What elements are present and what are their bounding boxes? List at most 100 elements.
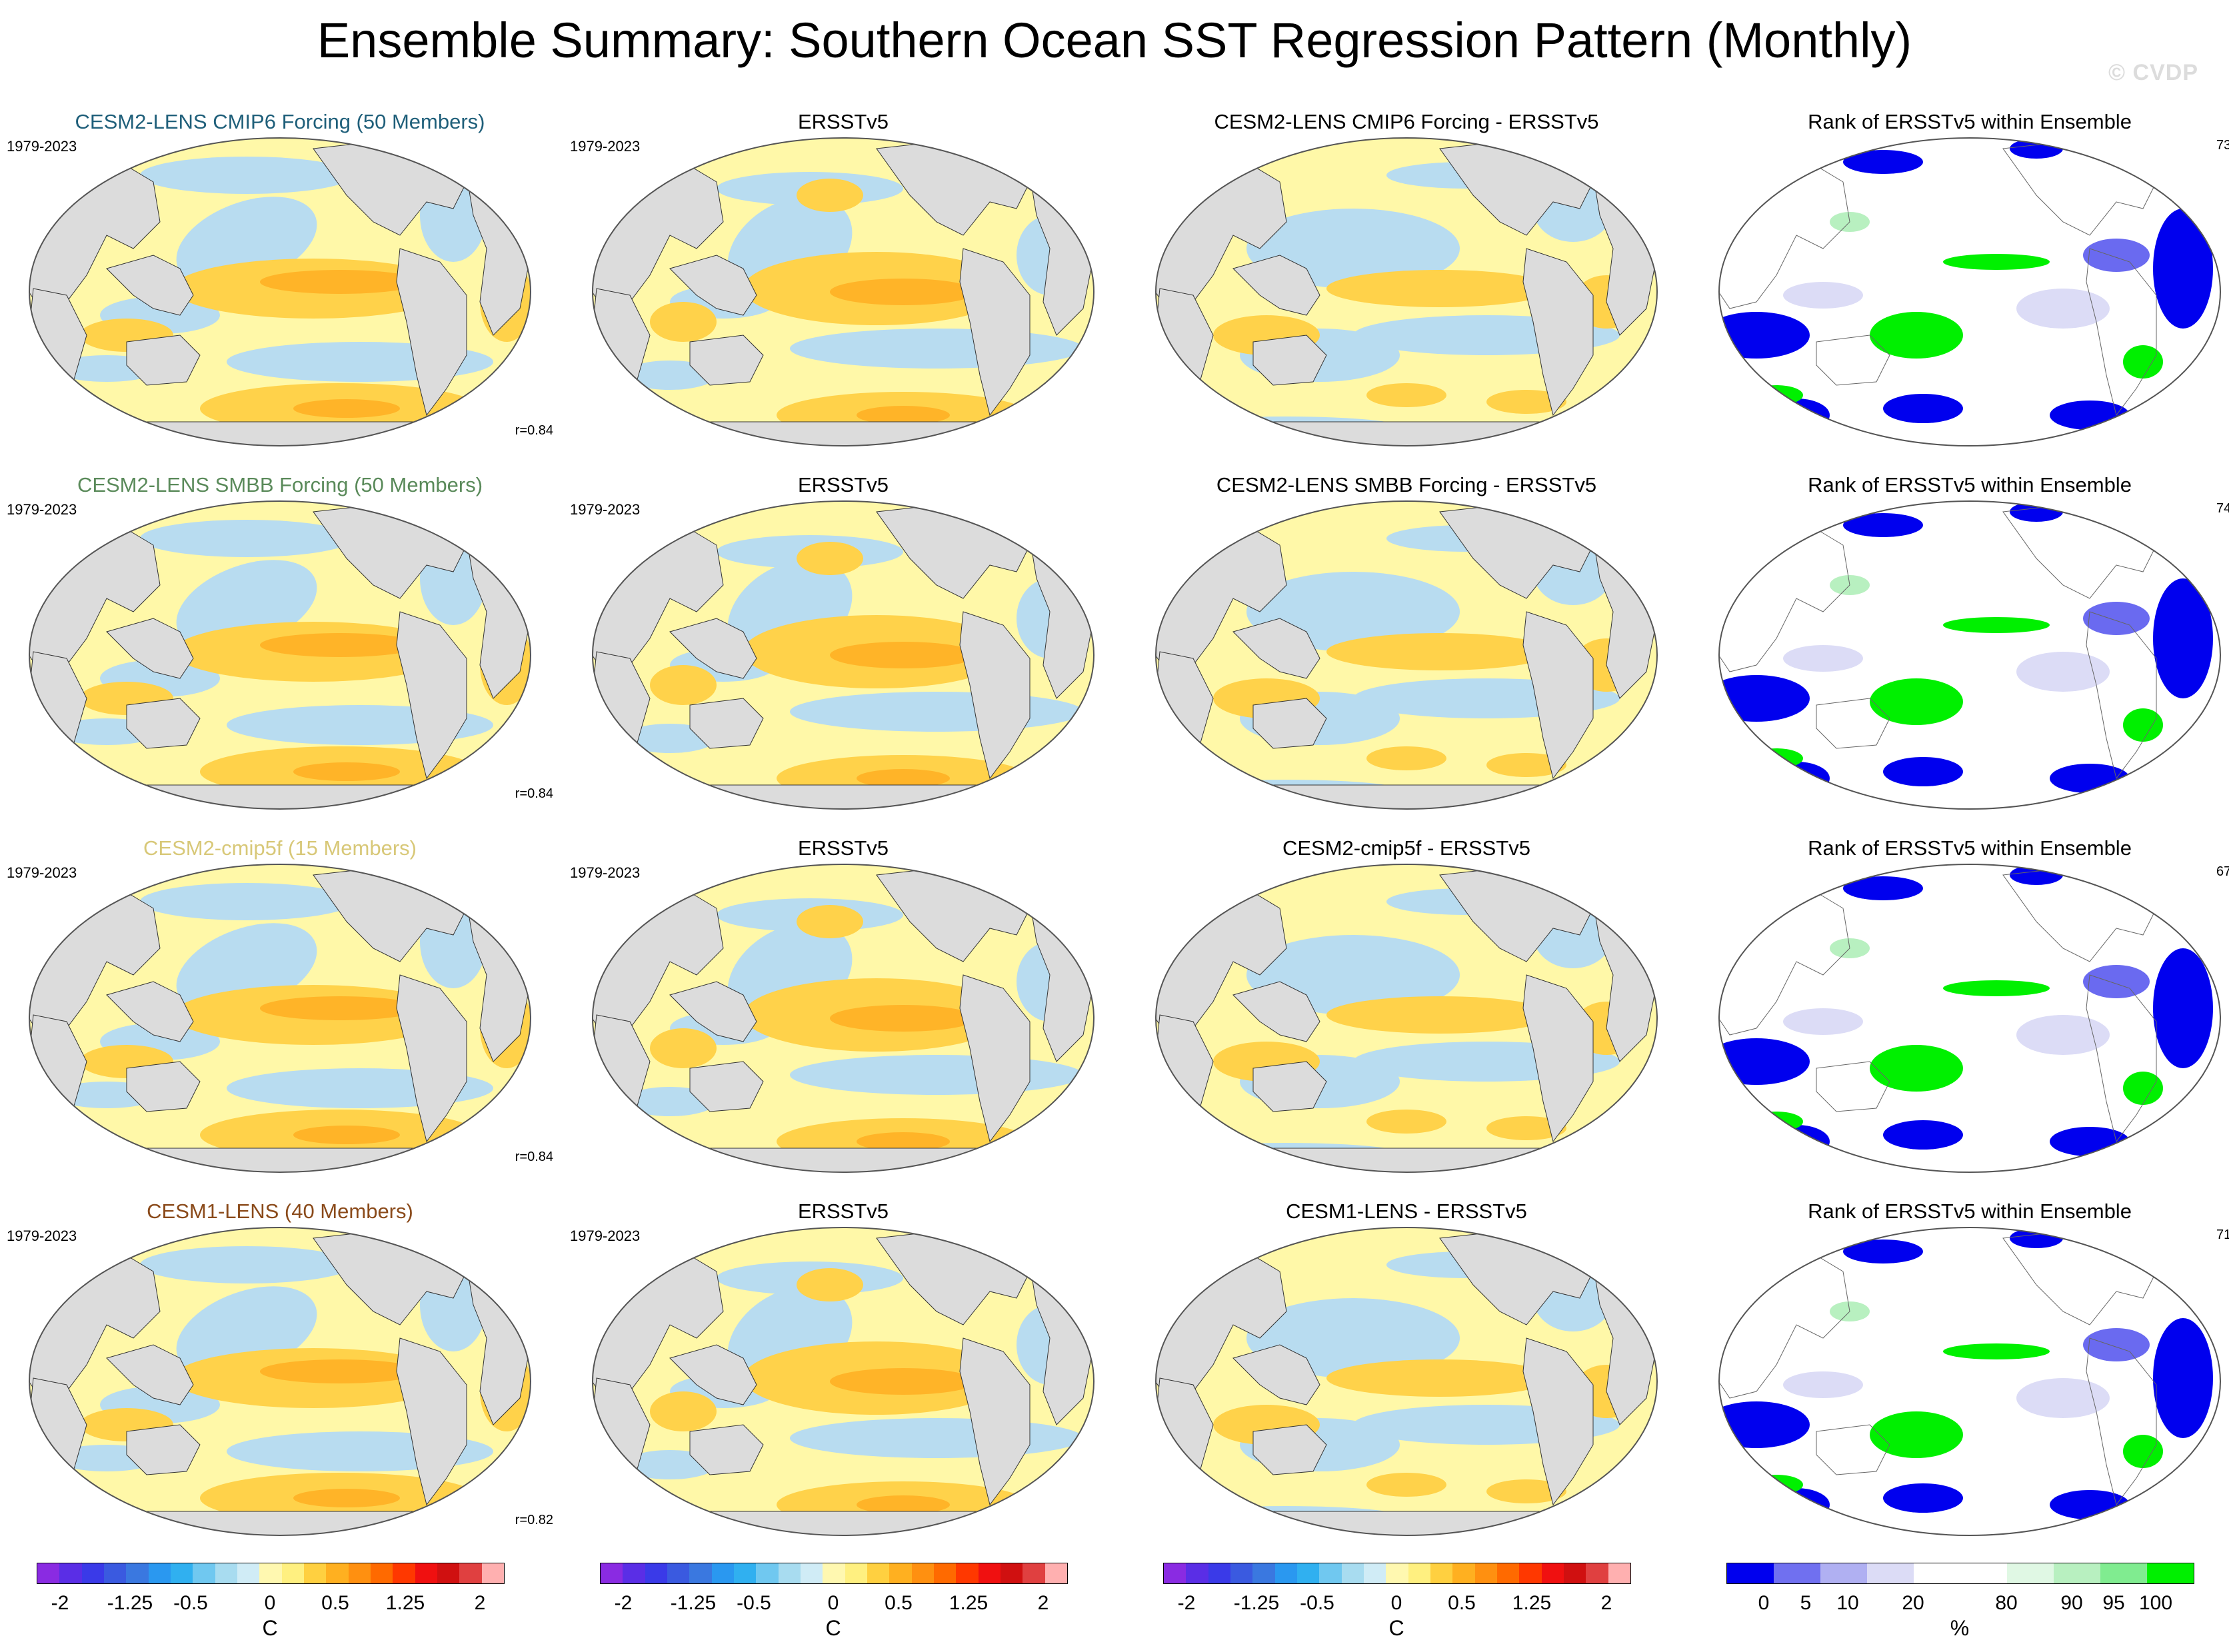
time-period-label: 1979-2023 <box>7 138 77 155</box>
colorbar-swatch <box>1045 1563 1067 1583</box>
rank-region <box>1883 1483 1963 1513</box>
map-outline <box>29 500 531 810</box>
panel-title: CESM2-LENS SMBB Forcing (50 Members) <box>77 473 483 496</box>
rank-region <box>2010 1228 2063 1248</box>
landmass <box>1232 1344 1320 1405</box>
panel-title: CESM1-LENS - ERSSTv5 <box>1286 1200 1527 1223</box>
panel-title: ERSSTv5 <box>797 1200 889 1223</box>
coastline <box>1816 1424 1890 1475</box>
rank-region <box>1870 1045 1963 1092</box>
colorbar-unit: % <box>1950 1616 1970 1640</box>
colorbar-swatch <box>1541 1563 1564 1583</box>
colorbar-swatch <box>1363 1563 1386 1583</box>
positive-anomaly-region <box>1366 746 1446 770</box>
colorbar-tick-label: 1.25 <box>385 1592 425 1614</box>
landmass <box>1156 1511 1657 1535</box>
colorbar-swatch <box>911 1563 934 1583</box>
landmass <box>669 255 757 316</box>
rank-panel: Rank of ERSSTv5 within Ensemble 67% <box>1696 836 2229 1190</box>
colorbar-tick-label: 0.5 <box>1448 1592 1476 1614</box>
panel-title: ERSSTv5 <box>797 110 889 133</box>
colorbar-swatch <box>370 1563 393 1583</box>
landmass <box>593 784 1094 809</box>
colorbar-swatch <box>1496 1563 1520 1583</box>
landmass <box>689 1061 764 1112</box>
landmass <box>1252 335 1327 386</box>
model-panel: CESM2-LENS SMBB Forcing (50 Members) 1979… <box>7 473 553 826</box>
difference-panel: CESM2-cmip5f - ERSSTv5 <box>1133 836 1680 1190</box>
landmass <box>689 1424 764 1475</box>
observation-panel: ERSSTv5 1979-2023 <box>570 1200 1116 1553</box>
rank-region <box>1783 645 1863 672</box>
colorbar-tick-label: 0 <box>264 1592 276 1614</box>
map-outline <box>592 500 1095 810</box>
colorbar-swatch <box>1914 1563 1960 1583</box>
colorbar-swatch <box>1023 1563 1045 1583</box>
pattern-correlation-label: r=0.84 <box>515 786 553 801</box>
rank-region <box>2050 401 2130 430</box>
positive-anomaly-region <box>1326 270 1553 307</box>
landmass <box>126 698 201 749</box>
coastline <box>2086 1337 2157 1506</box>
panel-title: CESM2-cmip5f - ERSSTv5 <box>1282 836 1531 860</box>
strong-anomaly-region <box>830 642 977 668</box>
rank-region <box>1783 1008 1863 1035</box>
strong-anomaly-region <box>293 1126 400 1144</box>
colorbar-tick-label: -1.25 <box>1233 1592 1280 1614</box>
observation-panel: ERSSTv5 1979-2023 <box>570 836 1116 1190</box>
strong-anomaly-region <box>857 1495 950 1514</box>
model-panel: CESM2-LENS CMIP6 Forcing (50 Members) 197… <box>7 110 553 463</box>
map-outline <box>1718 864 2221 1173</box>
landmass <box>689 335 764 386</box>
colorbar-swatch <box>103 1563 127 1583</box>
colorbar-swatch <box>148 1563 171 1583</box>
map-outline <box>1718 137 2221 446</box>
rank-map <box>1718 1227 2221 1536</box>
colorbar-tick-label: 80 <box>1995 1592 2018 1614</box>
rank-region <box>2083 602 2150 635</box>
landmass <box>29 1511 531 1535</box>
colorbar-tick-label: 2 <box>1037 1592 1049 1614</box>
panel-title: CESM2-cmip5f (15 Members) <box>143 836 417 860</box>
rank-region <box>1943 617 2050 633</box>
positive-anomaly-region <box>650 302 717 342</box>
landmass <box>1156 1148 1657 1172</box>
map-outline <box>29 137 531 446</box>
colorbar-swatch <box>1563 1563 1586 1583</box>
landmass <box>1232 618 1320 679</box>
landmass <box>126 1061 201 1112</box>
positive-anomaly-region <box>1326 633 1553 670</box>
colorbar-swatch <box>37 1563 60 1583</box>
coastline <box>2086 974 2157 1143</box>
colorbar-swatch <box>956 1563 979 1583</box>
landmass <box>1522 611 1594 780</box>
landmass <box>126 335 201 386</box>
colorbar-swatch <box>601 1563 623 1583</box>
positive-anomaly-region <box>650 1391 717 1431</box>
landmass <box>126 1424 201 1475</box>
panel-title: CESM2-LENS CMIP6 Forcing (50 Members) <box>75 110 485 133</box>
strong-anomaly-region <box>293 762 400 781</box>
difference-panel: CESM2-LENS CMIP6 Forcing - ERSSTv5 <box>1133 110 1680 463</box>
positive-anomaly-region <box>1486 753 1566 777</box>
colorbar-swatch <box>1820 1563 1867 1583</box>
time-period-label: 1979-2023 <box>570 138 641 155</box>
colorbar-tick-label: 20 <box>1902 1592 1924 1614</box>
colorbar-swatch <box>1296 1563 1320 1583</box>
positive-anomaly-region <box>1486 390 1566 414</box>
colorbar-tick-label: -1.25 <box>670 1592 717 1614</box>
coastline <box>2086 248 2157 416</box>
negative-anomaly-region <box>790 1055 1083 1095</box>
colorbar-swatch <box>778 1563 801 1583</box>
time-period-label: 1979-2023 <box>7 501 77 518</box>
rank-region <box>2010 139 2063 159</box>
landmass <box>669 618 757 679</box>
colorbar-swatch <box>481 1563 504 1583</box>
map-outline <box>1155 137 1658 446</box>
colorbar-swatch <box>281 1563 304 1583</box>
landmass <box>29 421 531 446</box>
map-outline <box>1718 1227 2221 1536</box>
time-period-label: 1979-2023 <box>7 864 77 881</box>
difference-panel: CESM2-LENS SMBB Forcing - ERSSTv5 <box>1133 473 1680 826</box>
rank-region <box>2083 1328 2150 1361</box>
